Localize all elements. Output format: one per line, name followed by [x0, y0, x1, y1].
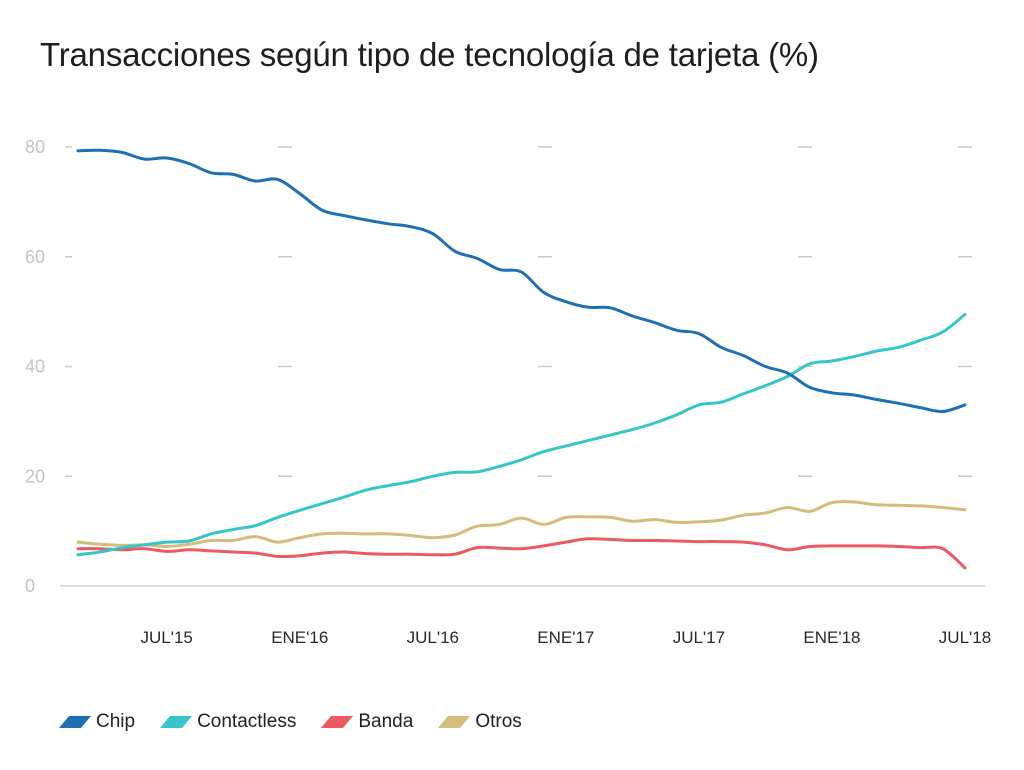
series-line-contactless	[76, 312, 967, 557]
legend-label-otros: Otros	[475, 711, 522, 732]
line-chart: 0 20 40 60 80 JUL'15 ENE'16 JUL'16 ENE'17 JUL'17 E…	[25, 137, 991, 647]
legend-swatch-chip	[58, 716, 92, 728]
y-tick-label-0: 0	[25, 576, 35, 596]
legend-swatch-contactless	[160, 716, 193, 728]
x-tick-label-jul-16: JUL'16	[407, 628, 459, 647]
legend-swatch-otros	[438, 716, 471, 728]
x-tick-label-jul-17: JUL'17	[673, 628, 725, 647]
x-tick-label-ene-17: ENE'17	[537, 628, 594, 647]
series-line-otros	[76, 500, 967, 549]
legend-swatch-banda	[321, 716, 354, 728]
x-tick-label-ene-18: ENE'18	[803, 628, 860, 647]
legend-item-otros: Otros	[438, 711, 522, 733]
legend-label-contactless: Contactless	[197, 711, 297, 732]
x-tick-label-jul-15: JUL'15	[141, 628, 193, 647]
legend-item-banda: Banda	[321, 711, 414, 733]
legend-label-banda: Banda	[358, 711, 414, 732]
x-tick-label-ene-16: ENE'16	[271, 628, 328, 647]
y-tick-label-40: 40	[25, 357, 45, 377]
y-tick-label-80: 80	[25, 137, 45, 157]
y-tick-label-60: 60	[25, 247, 45, 267]
y-tick-label-20: 20	[25, 466, 45, 486]
chart-title: Transacciones según tipo de tecnología d…	[40, 36, 819, 73]
legend-label-chip: Chip	[96, 711, 136, 732]
x-tick-label-jul-18: JUL'18	[939, 628, 991, 647]
legend-item-chip: Chip	[58, 711, 136, 733]
series-line-chip	[76, 148, 967, 414]
chart-legend: Chip Contactless Banda Otros	[58, 711, 522, 733]
series-line-banda	[76, 537, 967, 570]
legend-item-contactless: Contactless	[160, 711, 297, 733]
